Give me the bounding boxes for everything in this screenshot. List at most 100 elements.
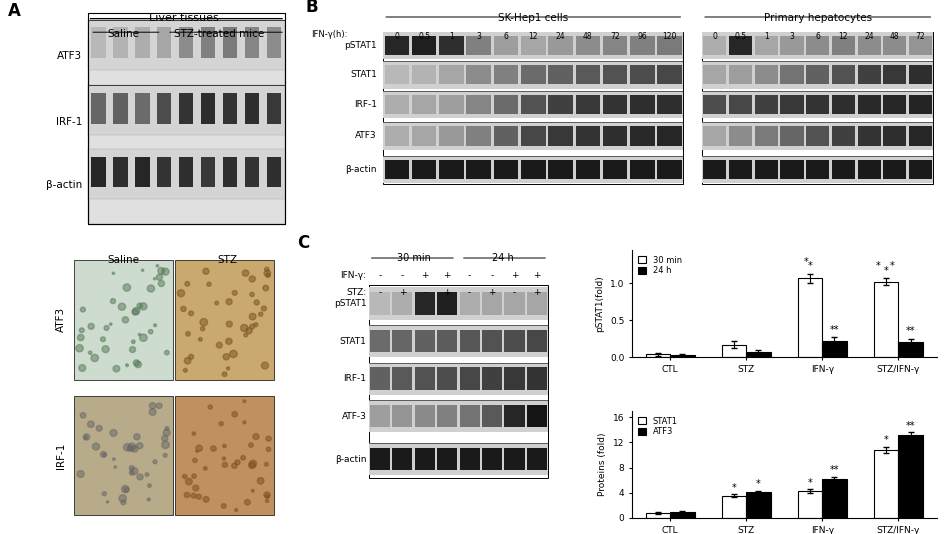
FancyBboxPatch shape xyxy=(729,127,752,146)
Circle shape xyxy=(133,434,140,440)
FancyBboxPatch shape xyxy=(201,93,216,124)
FancyBboxPatch shape xyxy=(157,156,171,187)
Circle shape xyxy=(222,462,227,467)
Text: A: A xyxy=(8,2,21,20)
FancyBboxPatch shape xyxy=(369,443,548,475)
Bar xyxy=(874,282,899,357)
FancyBboxPatch shape xyxy=(780,95,803,114)
FancyBboxPatch shape xyxy=(385,65,409,84)
Bar xyxy=(899,342,922,357)
Text: 24 h: 24 h xyxy=(493,253,514,263)
Circle shape xyxy=(266,436,272,441)
FancyBboxPatch shape xyxy=(729,36,752,55)
FancyBboxPatch shape xyxy=(460,448,480,470)
Circle shape xyxy=(156,274,163,280)
Circle shape xyxy=(249,443,254,447)
Text: IFN-γ(h):: IFN-γ(h): xyxy=(311,29,348,38)
Circle shape xyxy=(119,494,127,502)
FancyBboxPatch shape xyxy=(630,36,655,55)
Circle shape xyxy=(162,435,167,442)
Text: **: ** xyxy=(905,421,916,431)
Text: 6: 6 xyxy=(815,32,820,41)
Circle shape xyxy=(202,268,209,274)
Circle shape xyxy=(122,485,129,493)
FancyBboxPatch shape xyxy=(179,93,193,124)
Circle shape xyxy=(107,501,109,503)
Circle shape xyxy=(196,450,198,452)
FancyBboxPatch shape xyxy=(575,160,600,179)
Circle shape xyxy=(201,327,204,331)
Circle shape xyxy=(79,365,86,371)
Legend: STAT1, ATF3: STAT1, ATF3 xyxy=(637,415,679,438)
FancyBboxPatch shape xyxy=(179,27,193,58)
FancyBboxPatch shape xyxy=(175,396,274,515)
Text: 0.5: 0.5 xyxy=(734,32,746,41)
Circle shape xyxy=(145,473,149,476)
FancyBboxPatch shape xyxy=(482,330,502,352)
Text: pSTAT1: pSTAT1 xyxy=(334,299,366,308)
Bar xyxy=(746,352,771,357)
Circle shape xyxy=(110,323,112,325)
Circle shape xyxy=(257,477,264,484)
Circle shape xyxy=(263,285,269,291)
FancyBboxPatch shape xyxy=(385,95,409,114)
Text: 72: 72 xyxy=(916,32,925,41)
FancyBboxPatch shape xyxy=(74,396,172,515)
FancyBboxPatch shape xyxy=(369,287,548,320)
Circle shape xyxy=(153,460,157,464)
Text: 1: 1 xyxy=(449,32,454,41)
FancyBboxPatch shape xyxy=(223,93,237,124)
Text: 120: 120 xyxy=(662,32,677,41)
Circle shape xyxy=(149,403,156,409)
FancyBboxPatch shape xyxy=(704,36,727,55)
FancyBboxPatch shape xyxy=(466,65,491,84)
FancyBboxPatch shape xyxy=(702,32,934,59)
Circle shape xyxy=(223,354,230,360)
Circle shape xyxy=(261,306,267,311)
FancyBboxPatch shape xyxy=(729,65,752,84)
Bar xyxy=(646,354,671,357)
FancyBboxPatch shape xyxy=(603,160,627,179)
FancyBboxPatch shape xyxy=(858,36,881,55)
Circle shape xyxy=(185,478,192,485)
FancyBboxPatch shape xyxy=(704,160,727,179)
Circle shape xyxy=(222,444,226,447)
FancyBboxPatch shape xyxy=(780,160,803,179)
FancyBboxPatch shape xyxy=(603,127,627,146)
Circle shape xyxy=(140,334,148,341)
Circle shape xyxy=(131,468,138,475)
FancyBboxPatch shape xyxy=(527,292,547,315)
Text: β-actin: β-actin xyxy=(45,180,82,190)
FancyBboxPatch shape xyxy=(369,363,548,395)
Circle shape xyxy=(132,308,140,315)
FancyBboxPatch shape xyxy=(267,156,281,187)
FancyBboxPatch shape xyxy=(482,367,502,390)
Text: ATF3: ATF3 xyxy=(57,51,82,61)
Circle shape xyxy=(266,273,271,278)
FancyBboxPatch shape xyxy=(527,405,547,427)
Text: 24: 24 xyxy=(865,32,874,41)
FancyBboxPatch shape xyxy=(393,292,412,315)
FancyBboxPatch shape xyxy=(439,160,464,179)
Circle shape xyxy=(136,443,143,449)
FancyBboxPatch shape xyxy=(702,122,934,150)
Circle shape xyxy=(193,485,199,491)
FancyBboxPatch shape xyxy=(832,127,855,146)
Circle shape xyxy=(222,372,227,376)
FancyBboxPatch shape xyxy=(393,330,412,352)
Text: -: - xyxy=(490,271,494,280)
Circle shape xyxy=(219,422,223,426)
Circle shape xyxy=(226,299,232,304)
Circle shape xyxy=(266,447,271,451)
Text: IFN-γ:: IFN-γ: xyxy=(341,271,366,280)
FancyBboxPatch shape xyxy=(521,127,546,146)
Text: STZ-treated mice: STZ-treated mice xyxy=(174,29,264,39)
FancyBboxPatch shape xyxy=(603,65,627,84)
FancyBboxPatch shape xyxy=(439,65,464,84)
Text: 3: 3 xyxy=(790,32,795,41)
Text: —: — xyxy=(311,531,323,534)
Circle shape xyxy=(200,319,207,326)
Text: C: C xyxy=(297,234,309,252)
Circle shape xyxy=(192,432,196,435)
Text: Saline: Saline xyxy=(107,29,139,39)
